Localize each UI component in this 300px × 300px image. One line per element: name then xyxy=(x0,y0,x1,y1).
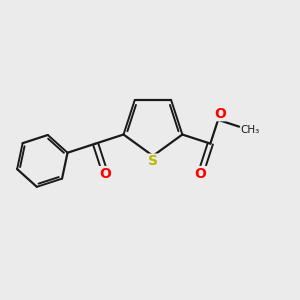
Text: O: O xyxy=(195,167,207,181)
Text: CH₃: CH₃ xyxy=(240,125,260,135)
Text: O: O xyxy=(214,107,226,121)
Text: S: S xyxy=(148,154,158,168)
Text: O: O xyxy=(99,167,111,181)
